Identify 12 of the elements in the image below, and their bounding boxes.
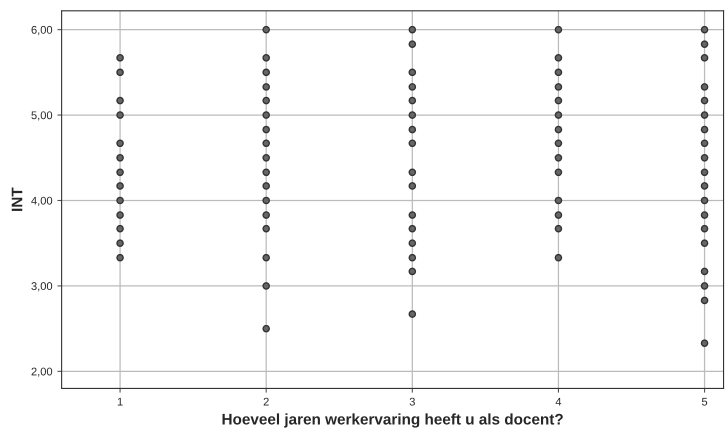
y-tick-label: 5,00	[31, 111, 52, 121]
x-tick-label: 2	[264, 398, 269, 406]
x-tick-label: 1	[118, 398, 123, 406]
y-tick-label: 2,00	[32, 368, 52, 377]
y-tick-label: 4,00	[31, 196, 52, 206]
x-tick-label: 3	[410, 398, 415, 406]
y-axis-title: INT	[12, 188, 22, 211]
x-tick-label: 4	[556, 398, 562, 406]
x-tick-label: 5	[702, 398, 708, 406]
y-tick-label: 3,00	[31, 282, 52, 292]
x-axis-title: Hoeveel jaren werkervaring heeft u als docent?	[222, 413, 563, 428]
y-tick-label: 6,00	[32, 26, 52, 36]
